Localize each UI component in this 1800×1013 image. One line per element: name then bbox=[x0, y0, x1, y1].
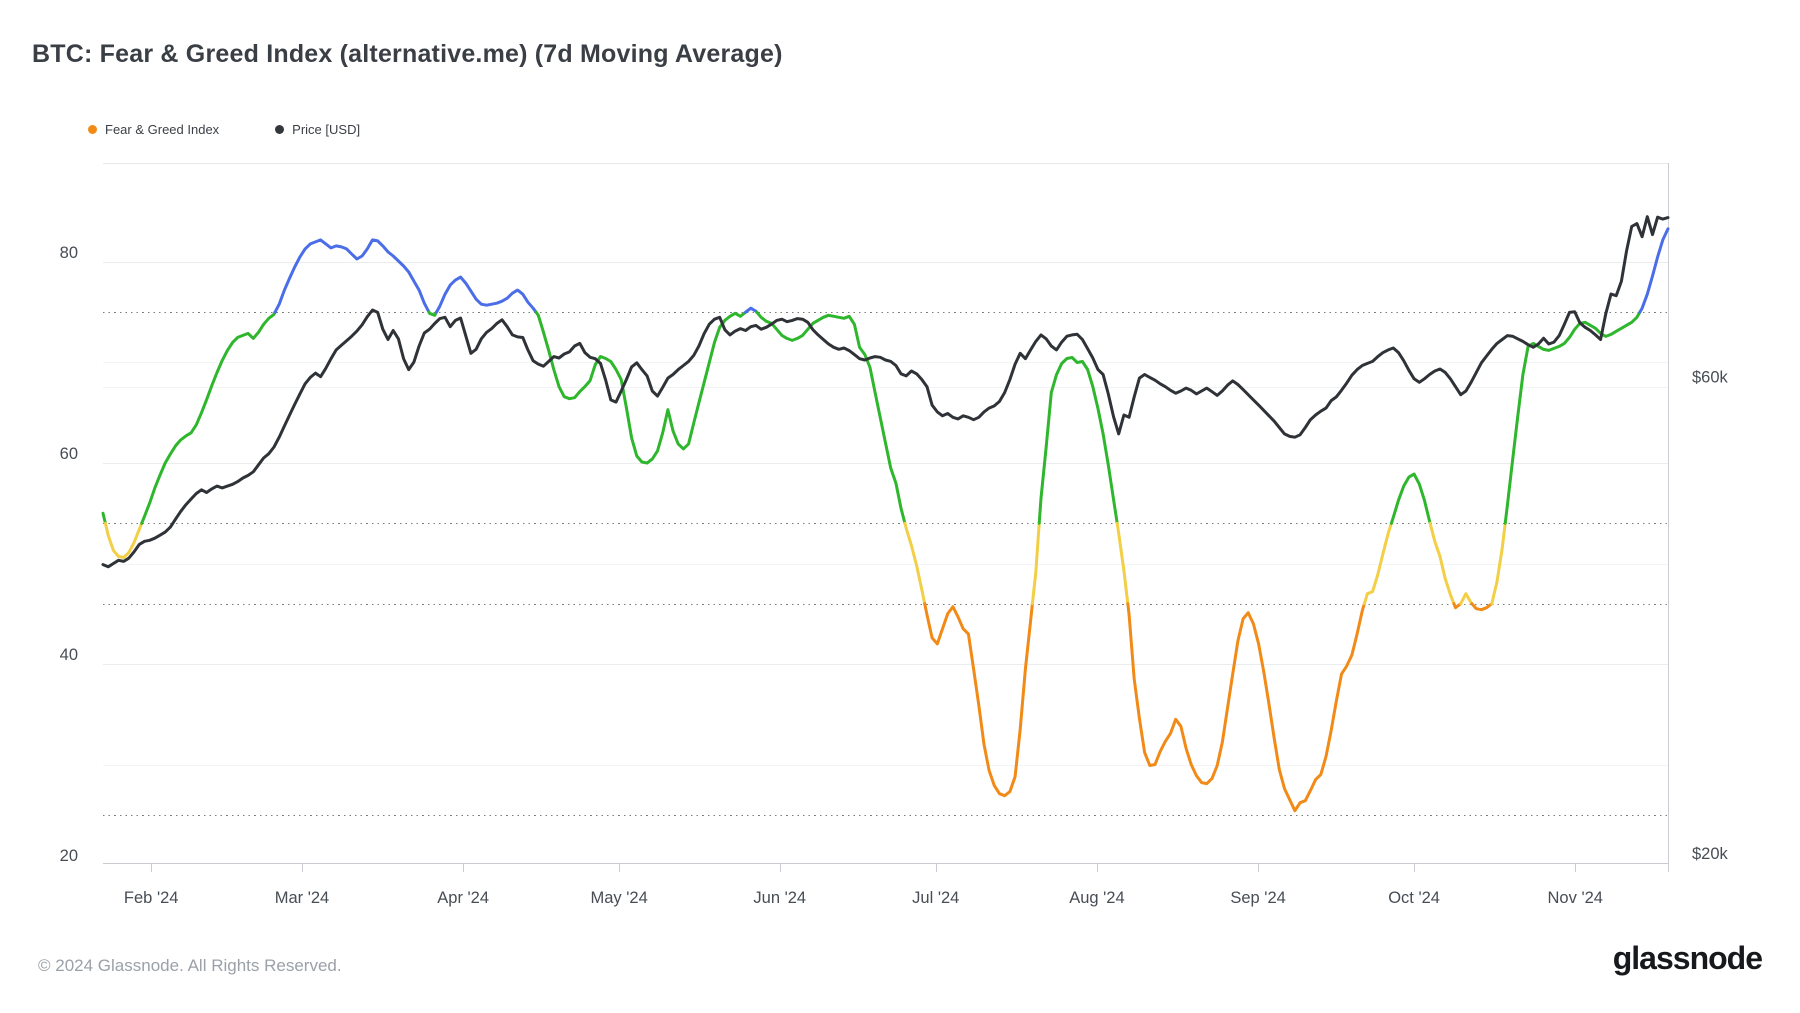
y-left-tick-label: 80 bbox=[60, 244, 78, 262]
glassnode-logo[interactable]: glassnode bbox=[1612, 940, 1763, 976]
x-tick-label: Apr '24 bbox=[437, 889, 489, 907]
legend-item-fear-greed[interactable]: Fear & Greed Index bbox=[88, 122, 219, 137]
x-tick-label: Jul '24 bbox=[912, 889, 959, 907]
fear-greed-line-segment bbox=[744, 306, 759, 314]
legend: Fear & Greed Index Price [USD] bbox=[88, 122, 360, 137]
fear-greed-legend-dot-icon bbox=[88, 125, 97, 134]
legend-label-fear-greed: Fear & Greed Index bbox=[105, 122, 220, 137]
x-tick-label: Nov '24 bbox=[1548, 889, 1603, 907]
x-tick-label: May '24 bbox=[591, 889, 648, 907]
x-tick-label: Oct '24 bbox=[1388, 889, 1440, 907]
fear-greed-line-segment bbox=[1389, 472, 1432, 525]
fear-greed-line-segment bbox=[1638, 227, 1670, 314]
y-left-tick-label: 60 bbox=[60, 445, 78, 463]
footer-copyright: © 2024 Glassnode. All Rights Reserved. bbox=[38, 956, 342, 975]
fear-greed-line-segment bbox=[1126, 602, 1366, 813]
legend-item-price[interactable]: Price [USD] bbox=[275, 122, 360, 137]
fear-greed-line-segment bbox=[534, 310, 748, 465]
y-left-tick-label: 20 bbox=[60, 847, 78, 865]
x-tick-label: Sep '24 bbox=[1230, 889, 1285, 907]
x-tick-label: Mar '24 bbox=[275, 889, 330, 907]
price-line bbox=[101, 215, 1670, 569]
legend-label-price: Price [USD] bbox=[292, 122, 361, 137]
fear-greed-line-segment bbox=[1459, 592, 1474, 606]
x-tick-label: Jun '24 bbox=[753, 889, 806, 907]
y-right-tick-label: $20k bbox=[1692, 845, 1729, 863]
fear-greed-line-segment bbox=[1030, 521, 1041, 606]
fear-greed-line-segment bbox=[103, 521, 144, 559]
x-tick-label: Aug '24 bbox=[1069, 889, 1124, 907]
fear-greed-line-segment bbox=[101, 511, 107, 525]
fear-greed-line-segment bbox=[434, 275, 538, 314]
fear-greed-line-segment bbox=[1115, 521, 1130, 606]
fear-greed-line-segment bbox=[903, 521, 927, 606]
fear-greed-line-segment bbox=[1503, 310, 1642, 525]
fear-greed-line-segment bbox=[273, 238, 431, 314]
fear-greed-line-segment bbox=[1470, 602, 1494, 612]
fear-greed-line-segment bbox=[923, 602, 1034, 798]
fear-greed-line-segment bbox=[1428, 521, 1456, 606]
fear-greed-line-segment bbox=[1362, 521, 1393, 606]
fear-greed-line-segment bbox=[755, 310, 907, 525]
y-right-tick-label: $60k bbox=[1692, 369, 1729, 387]
fear-greed-line-segment bbox=[1452, 602, 1463, 610]
fear-greed-line-segment bbox=[1037, 356, 1119, 525]
fear-greed-line-segment bbox=[140, 310, 277, 525]
y-left-tick-label: 40 bbox=[60, 646, 78, 664]
price-legend-dot-icon bbox=[275, 125, 285, 134]
chart-title: BTC: Fear & Greed Index (alternative.me)… bbox=[32, 40, 783, 68]
fear-greed-line-segment bbox=[427, 310, 438, 317]
fear-greed-line-segment bbox=[1490, 521, 1507, 606]
x-tick-label: Feb '24 bbox=[124, 889, 179, 907]
